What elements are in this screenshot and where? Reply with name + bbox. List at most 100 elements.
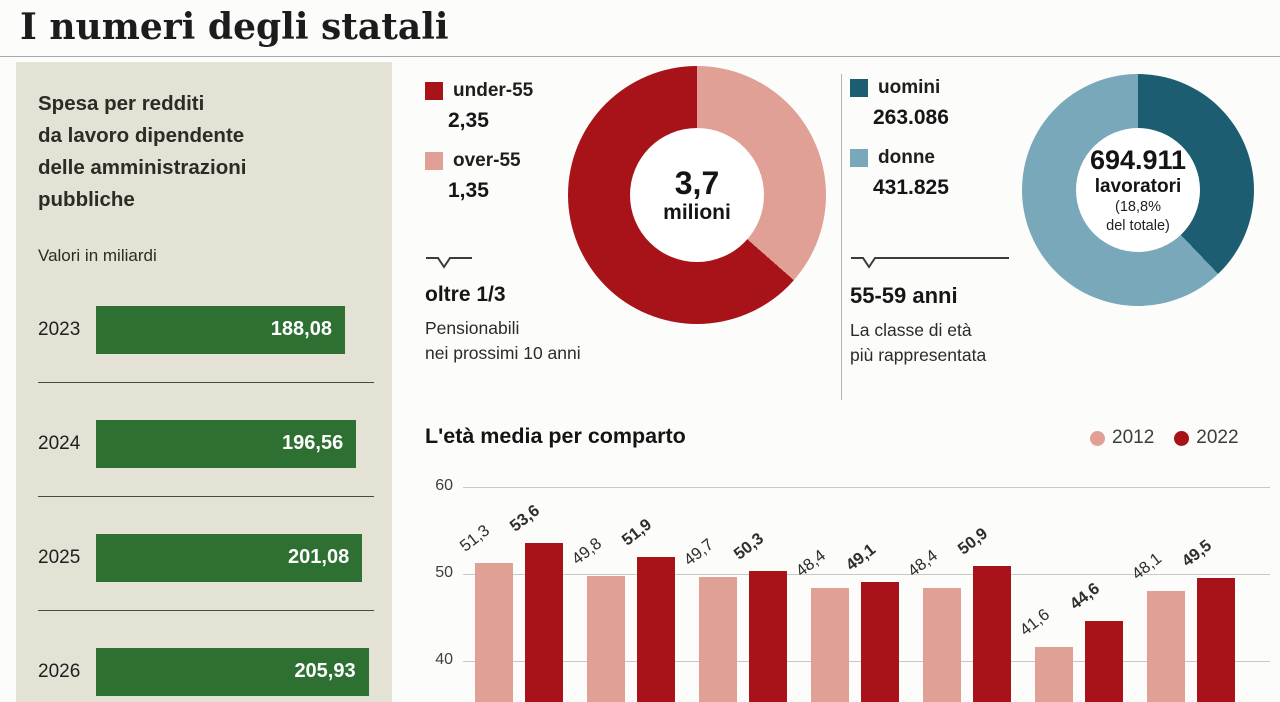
bar-value-label: 49,5: [1178, 536, 1216, 571]
spending-row-2025: 2025 201,08: [38, 533, 374, 582]
legend-value: 2,35: [448, 109, 489, 132]
row-divider: [38, 381, 374, 383]
bar-2012-group6: [1035, 647, 1073, 702]
pointer-bracket-icon: [851, 257, 1009, 269]
annotation-text: Pensionabili nei prossimi 10 anni: [425, 318, 581, 364]
year-label: 2025: [38, 546, 81, 568]
annotation-title: 55-59 anni: [850, 283, 958, 308]
bar-2022-group6: [1085, 620, 1123, 702]
legend-value: 263.086: [873, 106, 949, 129]
donut-center: 694.911 lavoratori (18,8% del totale): [1076, 128, 1200, 252]
age-annotation: oltre 1/3 Pensionabili nei prossimi 10 a…: [425, 256, 635, 367]
donut-center-unit: milioni: [663, 201, 731, 225]
2022-dot-icon: [1174, 430, 1190, 446]
y-axis-tick-label: 60: [435, 477, 453, 494]
donut-center-value: 3,7: [674, 164, 720, 201]
bar-2022-group5: [973, 566, 1011, 702]
legend-item-2022: 2022: [1174, 427, 1239, 449]
bar-value-label: 50,9: [954, 524, 992, 559]
row-divider: [38, 495, 374, 497]
bar-value-label: 51,3: [456, 521, 494, 556]
bar-2022-group7: [1197, 578, 1235, 702]
spending-row-2024: 2024 196,56: [38, 419, 374, 468]
bar-track: 188,08: [96, 305, 374, 354]
spending-subtitle: Valori in miliardi: [38, 245, 157, 265]
year-label: 2024: [38, 432, 81, 454]
legend-value: 1,35: [448, 179, 489, 202]
bar-value: 205,93: [294, 660, 356, 683]
y-axis-tick-label: 40: [435, 651, 453, 668]
over55-swatch-icon: [425, 152, 443, 170]
year-label: 2023: [38, 318, 81, 340]
donut-center-value: 694.911: [1089, 144, 1187, 175]
bar-value: 188,08: [270, 318, 332, 341]
spending-row-2023: 2023 188,08: [38, 305, 374, 354]
gridline: [463, 487, 1270, 488]
bar-value-label: 48,4: [792, 546, 830, 581]
age-donut-chart: 3,7 milioni: [568, 66, 826, 324]
legend-label: 2022: [1196, 427, 1239, 448]
donne-swatch-icon: [850, 149, 868, 167]
bar-2022-group3: [749, 571, 787, 702]
bar-value-label: 44,6: [1066, 579, 1104, 614]
bar-2022-group2: [637, 557, 675, 702]
legend-label: over-55: [453, 150, 521, 171]
bar-2012-group2: [587, 575, 625, 702]
row-divider: [38, 609, 374, 611]
donut-center: 3,7 milioni: [630, 128, 764, 262]
bar: 196,56: [96, 419, 357, 468]
bar-2012-group1: [475, 562, 513, 702]
bar-value-label: 49,7: [680, 535, 718, 570]
gender-donut-chart: 694.911 lavoratori (18,8% del totale): [1022, 74, 1254, 306]
bar: 205,93: [96, 647, 369, 696]
bar-2012-group5: [923, 587, 961, 702]
barchart-title: L'età media per comparto: [425, 424, 686, 448]
donut-center-sub: del totale): [1106, 217, 1170, 234]
bar-track: 201,08: [96, 533, 374, 582]
bar-2012-group3: [699, 576, 737, 702]
bar-2022-group4: [861, 581, 899, 702]
gender-annotation: 55-59 anni La classe di età più rapprese…: [850, 256, 1080, 369]
legend-item-under55: under-55: [425, 80, 533, 102]
bar-value-label: 49,8: [568, 534, 606, 569]
year-label: 2026: [38, 660, 81, 682]
bar-track: 205,93: [96, 647, 374, 696]
bar-value-label: 48,4: [904, 546, 942, 581]
donut-center-label: lavoratori: [1094, 175, 1182, 197]
annotation-title: oltre 1/3: [425, 283, 506, 306]
gridline: [463, 574, 1270, 575]
age-donut-legend: under-55 2,35 over-55 1,35: [425, 80, 533, 220]
2012-dot-icon: [1090, 430, 1105, 446]
pointer-bracket-icon: [426, 257, 472, 269]
legend-item-2012: 2012: [1090, 427, 1154, 449]
legend-value: 431.825: [873, 176, 949, 199]
spending-title: Spesa per redditi da lavoro dipendente d…: [38, 92, 247, 211]
bar: 188,08: [96, 305, 345, 354]
bar-2012-group7: [1147, 590, 1185, 702]
legend-item-over55: over-55: [425, 150, 533, 172]
bar-value-label: 51,9: [618, 515, 656, 550]
legend-label: under-55: [453, 80, 534, 101]
page-title: I numeri degli statali: [20, 6, 449, 48]
under55-swatch-icon: [425, 82, 443, 100]
annotation-text: La classe di età più rappresentata: [850, 320, 987, 366]
section-divider: [841, 74, 842, 400]
bar-value-label: 48,1: [1128, 548, 1166, 583]
uomini-swatch-icon: [850, 79, 868, 97]
legend-label: 2012: [1112, 427, 1155, 448]
legend-item-donne: donne: [850, 147, 949, 169]
spending-row-2026: 2026 205,93: [38, 647, 374, 696]
bar-value-label: 53,6: [506, 501, 544, 536]
gender-donut-legend: uomini 263.086 donne 431.825: [850, 77, 949, 217]
bar-value-label: 50,3: [730, 529, 768, 564]
legend-item-uomini: uomini: [850, 77, 949, 99]
legend-label: uomini: [878, 77, 941, 98]
bar: 201,08: [96, 533, 363, 582]
bar-value-label: 49,1: [842, 540, 880, 575]
bar-2022-group1: [525, 542, 563, 702]
bar-value: 201,08: [288, 546, 350, 569]
bar-track: 196,56: [96, 419, 374, 468]
title-divider: [0, 56, 1280, 57]
legend-label: donne: [878, 147, 935, 168]
